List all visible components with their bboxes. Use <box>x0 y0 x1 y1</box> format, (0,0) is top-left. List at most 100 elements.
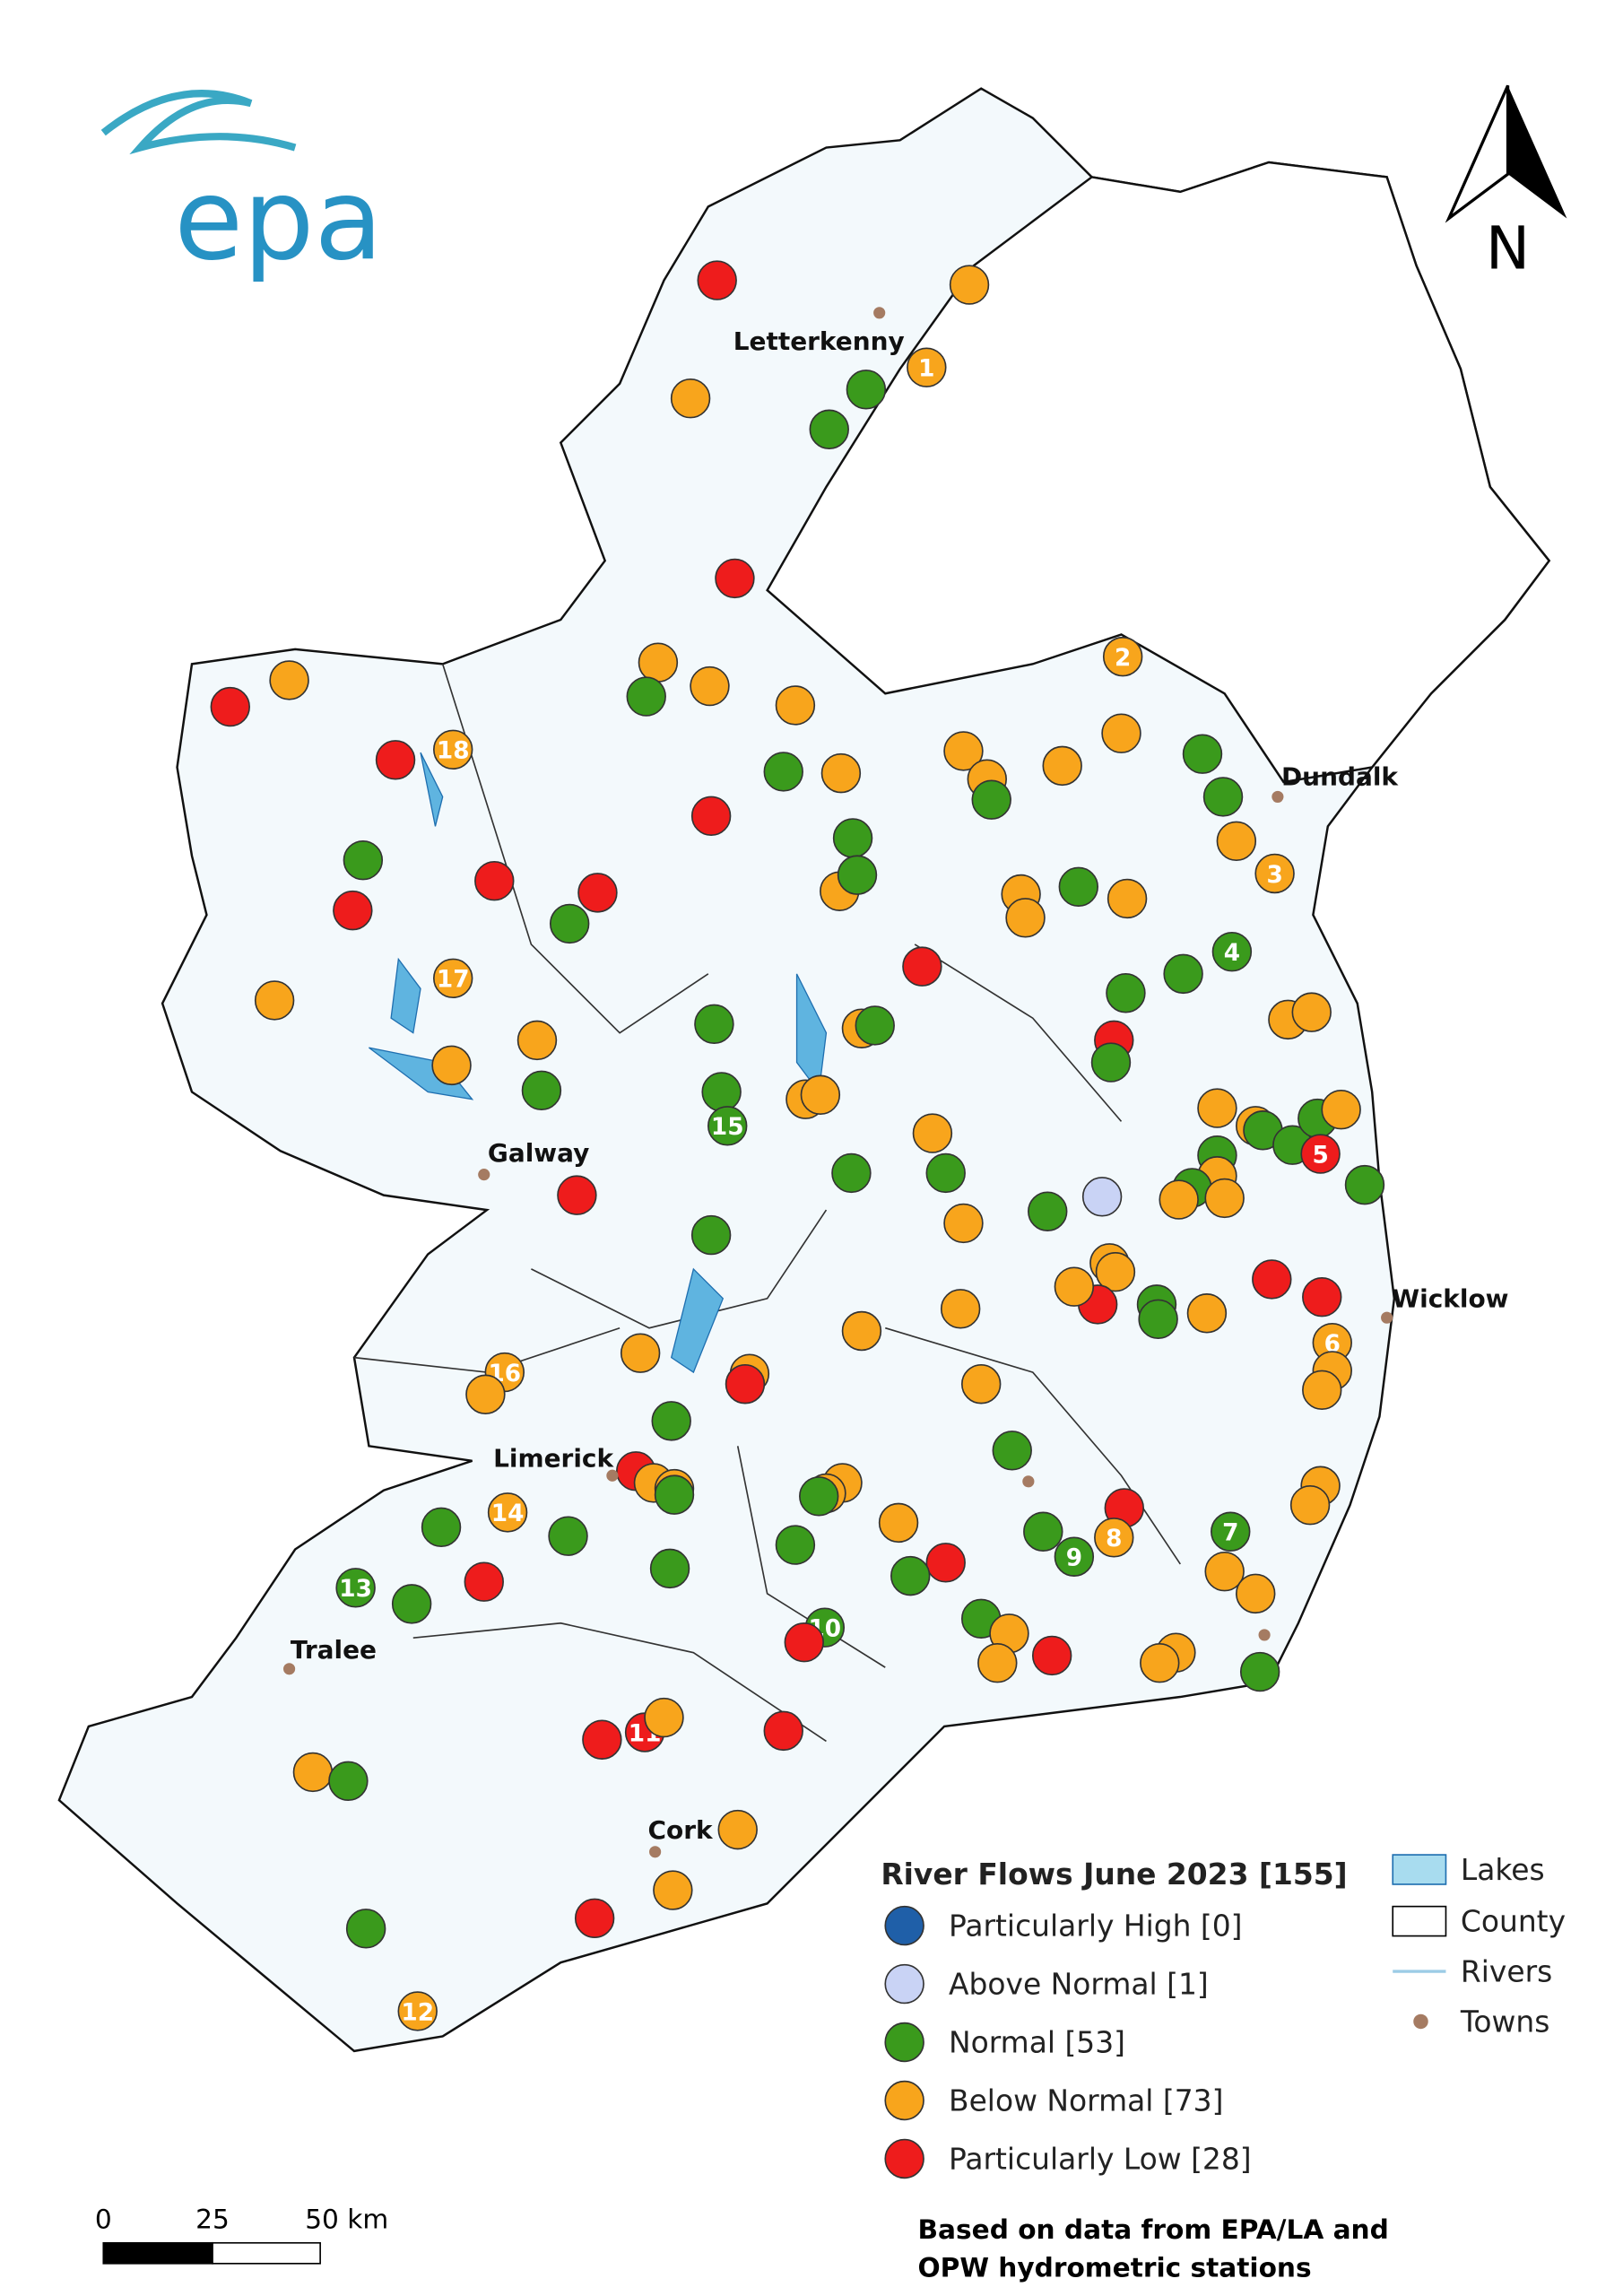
station-marker <box>1289 1484 1331 1526</box>
legend-label: Particularly High [0] <box>949 1909 1243 1944</box>
station-marker <box>1101 713 1141 753</box>
town-dot <box>1022 1475 1035 1488</box>
station-marker <box>725 1364 766 1405</box>
station-marker <box>1239 1651 1280 1692</box>
station-number: 15 <box>711 1114 744 1141</box>
north-arrow <box>1445 84 1567 223</box>
station-marker <box>977 1642 1018 1683</box>
station-marker <box>432 958 473 999</box>
station-marker <box>549 903 590 944</box>
legend-marker <box>884 1963 924 2005</box>
station-marker <box>1138 1299 1178 1340</box>
station-marker <box>690 665 730 707</box>
station-marker <box>1186 1293 1228 1334</box>
station-number: 8 <box>1106 1526 1122 1552</box>
station-marker <box>431 1045 472 1086</box>
station-marker <box>855 1005 895 1046</box>
station-marker <box>670 378 711 419</box>
station-marker <box>925 1543 966 1583</box>
station-number: 1 <box>918 356 934 383</box>
station-number: 5 <box>1312 1142 1328 1169</box>
station-marker <box>1291 992 1332 1032</box>
station-marker <box>1159 1179 1199 1220</box>
legend-marker <box>884 2080 924 2121</box>
station-marker <box>521 1070 562 1111</box>
station-marker <box>432 729 473 770</box>
station-marker <box>775 685 816 726</box>
station-marker <box>1211 1511 1251 1552</box>
town-dot <box>1381 1311 1393 1324</box>
station-marker <box>1302 1370 1342 1411</box>
station-marker <box>694 1004 734 1045</box>
town-dot <box>649 1846 662 1858</box>
town-dot <box>1271 790 1284 804</box>
station-marker <box>328 1761 369 1802</box>
station-marker <box>421 1507 462 1548</box>
station-marker <box>690 1214 732 1256</box>
station-marker <box>1202 777 1244 817</box>
north-label: N <box>1486 213 1530 283</box>
station-marker <box>820 752 862 794</box>
station-marker <box>831 1152 872 1194</box>
town-label: Wicklow <box>1392 1284 1508 1314</box>
station-marker <box>832 818 873 858</box>
station-marker <box>644 1697 684 1738</box>
source-note: Based on data from EPA/LA and <box>917 2214 1388 2245</box>
station-marker <box>269 660 309 700</box>
station-marker <box>1140 1642 1180 1683</box>
station-marker <box>1081 1177 1123 1217</box>
station-marker <box>254 980 295 1021</box>
station-marker <box>1300 1134 1341 1174</box>
station-number: 17 <box>437 967 470 994</box>
station-marker <box>487 1492 528 1533</box>
station-number: 12 <box>401 1999 434 2026</box>
station-marker <box>649 1548 690 1589</box>
station-marker <box>1182 734 1223 774</box>
station-marker <box>1054 1536 1095 1577</box>
station-marker <box>620 1333 661 1373</box>
station-marker <box>960 1364 1002 1405</box>
station-marker <box>907 347 947 387</box>
towns-swatch <box>1413 2013 1428 2030</box>
station-marker <box>1031 1635 1072 1676</box>
town-label: Galway <box>488 1138 589 1168</box>
station-marker <box>345 1909 386 1949</box>
town-label: Cork <box>648 1815 715 1845</box>
station-marker <box>809 409 849 449</box>
station-marker <box>1163 953 1203 995</box>
station-marker <box>1042 745 1082 787</box>
station-marker <box>1058 866 1098 908</box>
station-number: 3 <box>1266 862 1282 889</box>
legend-layer-label: County <box>1461 1904 1566 1939</box>
towns: Letterkenny Dundalk Galway Wicklow Limerick T… <box>283 307 1508 1858</box>
station-number: 2 <box>1115 645 1131 672</box>
legend-marker <box>884 2022 924 2063</box>
legend-label: Particularly Low [28] <box>949 2142 1252 2177</box>
station-marker <box>799 1476 839 1517</box>
logo-swirl <box>100 90 297 155</box>
station-marker <box>1102 636 1143 677</box>
station-marker <box>1216 821 1257 861</box>
logo: epa <box>174 155 383 285</box>
station-marker <box>846 370 887 410</box>
station-marker <box>1028 1191 1068 1231</box>
source-note: OPW hydrometric stations <box>917 2253 1311 2283</box>
station-marker <box>784 1622 824 1663</box>
legend-marker <box>884 1905 924 1946</box>
station-marker <box>837 855 878 895</box>
station-marker <box>474 861 515 901</box>
station-marker <box>391 1584 432 1624</box>
legend-layer-label: Rivers <box>1461 1954 1552 1989</box>
station-marker <box>878 1502 919 1544</box>
station-marker <box>763 1710 803 1752</box>
scale-bar: 0 25 50 km <box>95 2204 388 2265</box>
station-marker <box>1094 1518 1134 1558</box>
station-marker <box>1005 898 1046 938</box>
station-marker <box>775 1525 816 1565</box>
station-marker <box>1321 1090 1361 1130</box>
station-marker <box>516 1020 558 1061</box>
station-marker <box>1107 878 1148 919</box>
station-marker <box>333 890 373 931</box>
station-marker <box>626 676 666 717</box>
